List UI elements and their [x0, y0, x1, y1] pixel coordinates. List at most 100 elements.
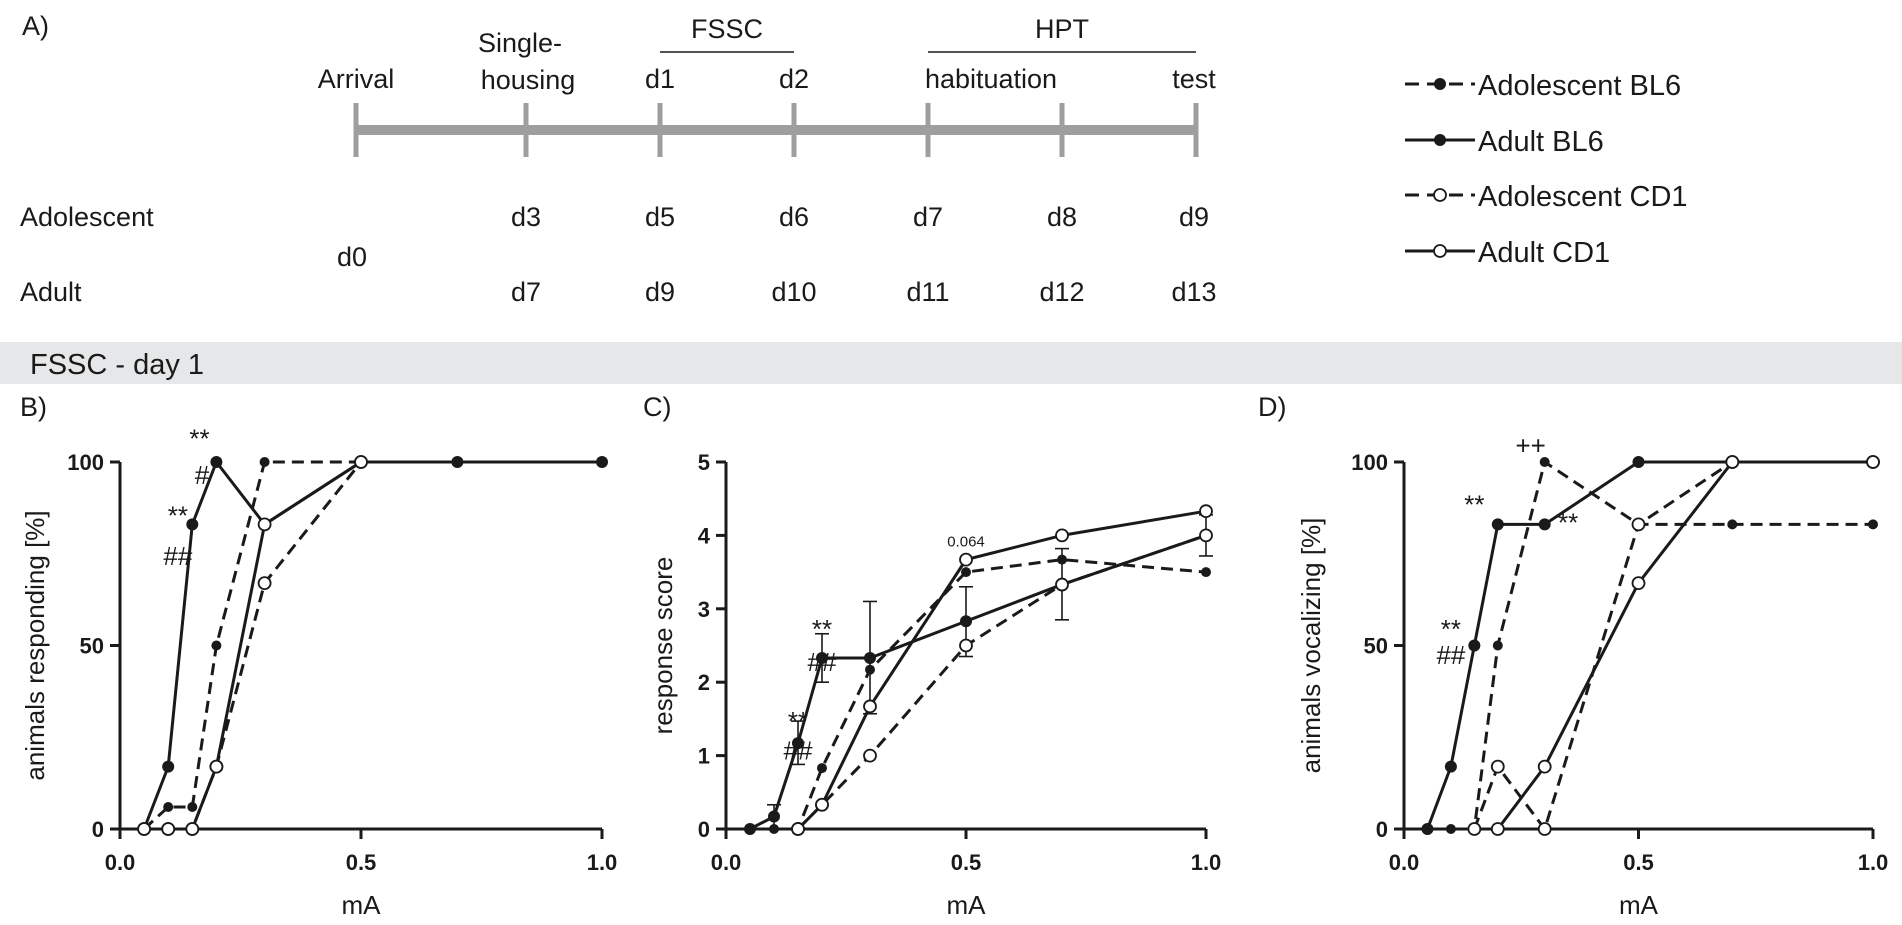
data-point-filled — [1201, 567, 1211, 578]
timeline-panel: A) Arrival Single- housing FSSC d1 d2 HP… — [20, 11, 1217, 307]
data-point-filled — [792, 737, 804, 750]
legend-label: Adolescent BL6 — [1478, 70, 1681, 102]
y-axis-label: animals responding [%] — [20, 510, 50, 780]
data-point-filled — [162, 760, 175, 773]
data-point-filled — [186, 518, 199, 531]
data-point-open — [1725, 455, 1740, 469]
group-fssc: FSSC — [691, 14, 763, 44]
stage-habituation: habituation — [925, 64, 1057, 94]
x-axis-label: mA — [342, 890, 382, 920]
data-point-open — [959, 638, 973, 653]
annotation: 0.064 — [947, 533, 985, 550]
x-tick-label: 0.5 — [1623, 850, 1654, 875]
x-tick-label: 0.5 — [346, 850, 377, 875]
data-point-open — [1490, 822, 1505, 836]
y-tick-label: 50 — [1364, 634, 1388, 659]
stage-single-housing-line1: Single- — [478, 28, 562, 58]
panel-a-label: A) — [22, 11, 49, 41]
legend-marker-open — [1433, 244, 1447, 258]
data-point-filled — [816, 651, 828, 664]
data-point-filled — [1468, 639, 1481, 652]
adolescent-day: d7 — [913, 202, 943, 232]
data-point-filled — [1538, 518, 1551, 531]
x-tick-label: 1.0 — [1858, 850, 1889, 875]
data-point-filled — [1492, 640, 1503, 651]
x-axis-label: mA — [1619, 890, 1659, 920]
stage-test: test — [1172, 64, 1216, 94]
data-point-open — [1055, 528, 1069, 543]
data-point-open — [1055, 577, 1069, 592]
data-point-open — [1631, 517, 1646, 532]
data-point-filled — [163, 801, 174, 812]
y-axis-label: animals vocalizing [%] — [1296, 518, 1326, 774]
data-point-open — [1537, 822, 1552, 836]
y-tick-label: 100 — [1351, 450, 1388, 475]
data-point-open — [815, 797, 829, 812]
data-point-filled — [1539, 457, 1550, 467]
x-tick-label: 0.0 — [105, 850, 136, 875]
legend-marker-filled — [1434, 134, 1446, 146]
data-point-open — [1467, 822, 1482, 836]
adult-day: d10 — [771, 277, 816, 307]
series-line — [1472, 460, 1873, 831]
adolescent-day: d3 — [511, 202, 541, 232]
data-point-open — [1631, 576, 1646, 591]
annotation: ** — [1464, 489, 1484, 519]
adult-day: d9 — [645, 277, 675, 307]
annotation: ## — [808, 647, 837, 677]
annotation: ## — [1436, 640, 1465, 670]
data-point-filled — [211, 640, 222, 651]
adult-day: d11 — [906, 277, 949, 307]
y-tick-label: 100 — [67, 450, 104, 475]
series-line — [796, 509, 1207, 831]
y-tick-label: 2 — [698, 670, 710, 695]
data-point-filled — [451, 456, 464, 468]
annotation: ** — [168, 500, 188, 530]
legend-label: Adult BL6 — [1478, 126, 1604, 158]
data-point-open — [137, 822, 152, 836]
data-point-open — [863, 748, 877, 763]
stage-single-housing-line2: housing — [481, 65, 576, 95]
y-tick-label: 50 — [80, 634, 104, 659]
data-point-filled — [1421, 823, 1434, 835]
data-point-filled — [1444, 760, 1457, 773]
x-tick-label: 1.0 — [1191, 850, 1222, 875]
y-tick-label: 0 — [92, 817, 104, 842]
data-point-filled — [1491, 518, 1504, 531]
stage-arrival: Arrival — [318, 64, 395, 94]
data-point-filled — [744, 823, 756, 835]
series-line — [143, 460, 361, 831]
y-tick-label: 1 — [698, 744, 710, 769]
data-point-open — [1199, 504, 1213, 519]
data-point-filled — [187, 801, 198, 812]
data-point-open — [1490, 759, 1505, 774]
group-hpt: HPT — [1035, 14, 1089, 44]
row-adult-label: Adult — [20, 277, 82, 307]
data-point-open — [1537, 759, 1552, 774]
data-point-filled — [865, 664, 875, 675]
data-point-filled — [596, 456, 608, 468]
panel-label: B) — [20, 392, 47, 422]
annotation: ++ — [1515, 431, 1545, 461]
data-point-open — [1866, 455, 1880, 469]
annotation: ** — [1441, 614, 1461, 644]
y-tick-label: 3 — [698, 597, 710, 622]
series-line — [749, 533, 1207, 831]
data-point-filled — [961, 567, 971, 578]
data-point-filled — [768, 810, 780, 823]
data-point-filled — [1057, 554, 1067, 565]
data-point-open — [354, 455, 368, 469]
x-tick-label: 0.0 — [1389, 850, 1420, 875]
adult-day: d12 — [1039, 277, 1084, 307]
data-point-filled — [864, 651, 876, 664]
data-point-filled — [1445, 824, 1456, 834]
series-line — [142, 460, 602, 830]
panel-label: D) — [1258, 392, 1287, 422]
y-tick-label: 0 — [698, 817, 710, 842]
series-line — [796, 533, 1207, 831]
stage-d2: d2 — [779, 64, 809, 94]
chart-d: D) 0 50 100 0.0 0.5 1.0 mA animals vocalizing [%… — [1258, 392, 1888, 920]
data-point-open — [1199, 528, 1213, 543]
